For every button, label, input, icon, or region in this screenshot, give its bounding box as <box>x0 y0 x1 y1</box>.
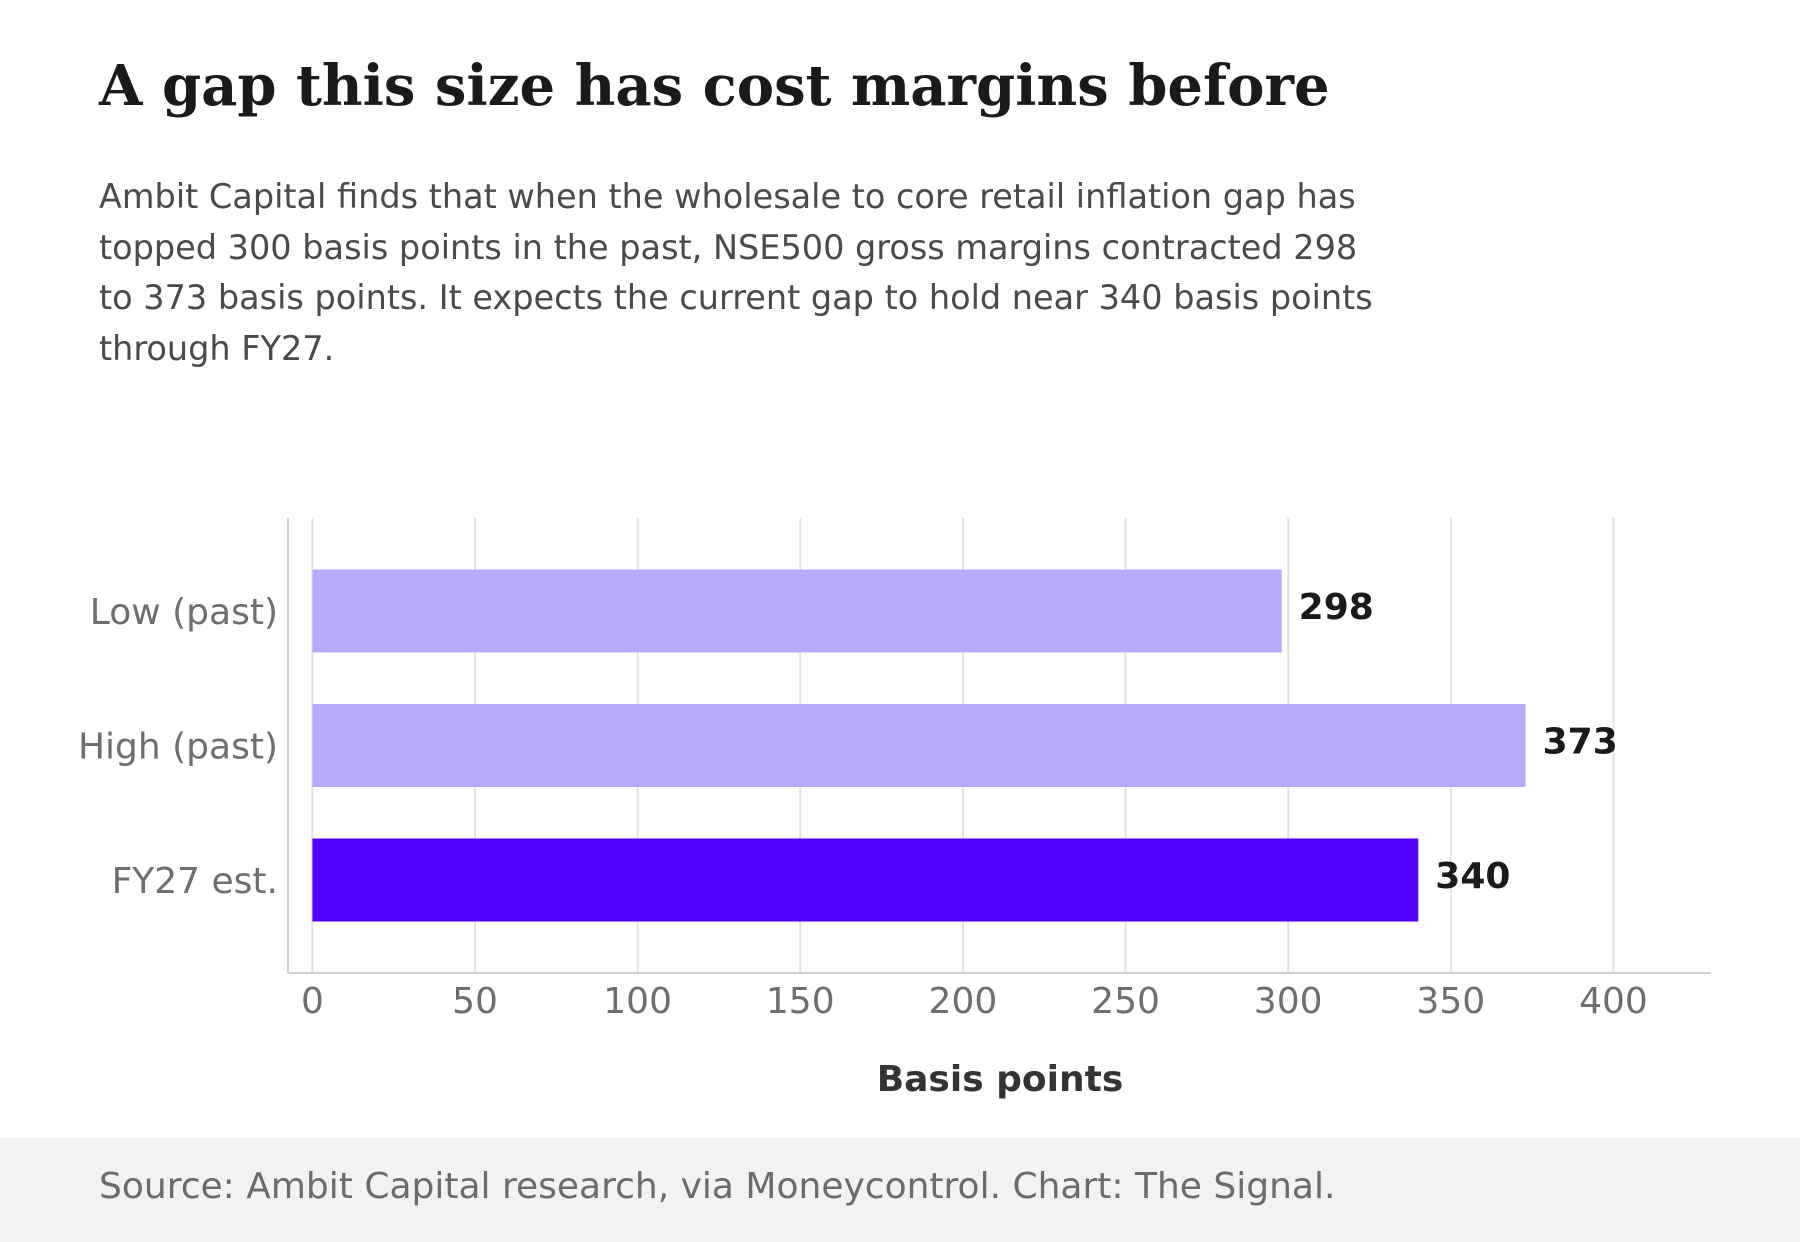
x-tick-label: 50 <box>452 981 498 1022</box>
x-axis-label: Basis points <box>877 1059 1124 1100</box>
axes <box>287 518 1711 974</box>
data-labels: 298 373 340 <box>1299 587 1618 897</box>
x-tick-label: 200 <box>929 981 998 1022</box>
x-tick-label: 250 <box>1091 981 1160 1022</box>
x-tick-labels: 0 50 100 150 200 250 300 350 400 <box>301 981 1648 1022</box>
data-label: 340 <box>1435 856 1510 897</box>
bar-1 <box>312 704 1526 787</box>
x-tick-label: 150 <box>766 981 835 1022</box>
y-category-label: FY27 est. <box>112 861 278 902</box>
data-label: 373 <box>1543 722 1618 763</box>
y-category-label: Low (past) <box>90 592 278 633</box>
bar-2 <box>312 838 1419 922</box>
x-tick-label: 350 <box>1416 981 1485 1022</box>
bar-chart: 0 50 100 150 200 250 300 350 400 Low (past) High … <box>78 518 1711 1100</box>
source-note: Source: Ambit Capital research, via Mone… <box>99 1166 1336 1207</box>
x-tick-label: 100 <box>603 981 672 1022</box>
chart-subtitle: Ambit Capital finds that when the wholes… <box>99 177 1373 368</box>
bar-0 <box>312 569 1282 653</box>
data-label: 298 <box>1299 587 1374 628</box>
y-category-labels: Low (past) High (past) FY27 est. <box>78 592 278 902</box>
x-tick-label: 400 <box>1579 981 1648 1022</box>
y-category-label: High (past) <box>78 727 278 768</box>
bars <box>312 569 1526 922</box>
x-tick-label: 0 <box>301 981 324 1022</box>
x-tick-label: 300 <box>1254 981 1323 1022</box>
chart-title: A gap this size has cost margins before <box>99 53 1330 119</box>
footer-bar <box>0 1138 1800 1242</box>
